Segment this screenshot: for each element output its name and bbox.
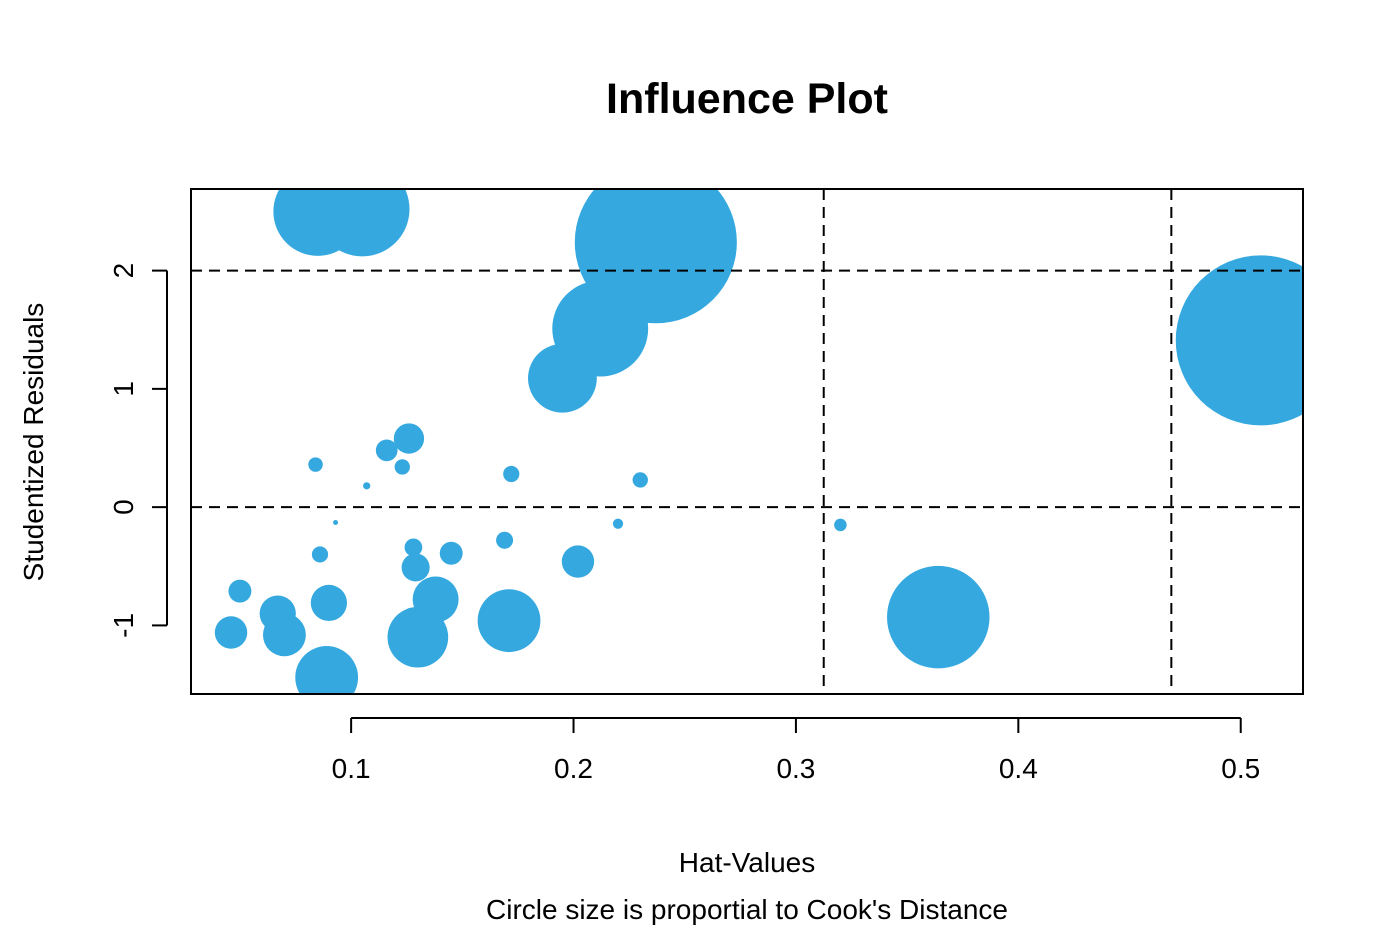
data-point-32 <box>887 565 990 669</box>
data-point-21 <box>561 545 595 578</box>
data-point-10 <box>394 459 410 475</box>
y-tick-label: 0 <box>108 499 139 515</box>
data-point-11 <box>363 482 371 490</box>
data-point-29 <box>387 606 449 668</box>
data-point-16 <box>834 518 847 532</box>
data-point-9 <box>393 423 425 454</box>
x-axis-label: Hat-Values <box>679 847 815 878</box>
data-point-19 <box>439 541 463 565</box>
data-point-28 <box>262 613 306 657</box>
plot-frame <box>190 188 1304 695</box>
x-tick-label: 0.2 <box>554 753 593 784</box>
data-point-30 <box>477 589 541 653</box>
data-point-31 <box>295 646 359 694</box>
data-point-8 <box>375 439 398 462</box>
data-point-12 <box>503 465 520 483</box>
y-tick-label: -1 <box>108 613 139 638</box>
y-axis: -1 0 1 2 <box>108 263 168 638</box>
x-tick-label: 0.1 <box>332 753 371 784</box>
x-tick-label: 0.4 <box>999 753 1038 784</box>
data-point-27 <box>214 616 248 649</box>
data-point-20 <box>496 531 514 549</box>
x-axis: 0.1 0.2 0.3 0.4 0.5 <box>332 717 1260 784</box>
x-tick-label: 0.5 <box>1221 753 1260 784</box>
data-point-5 <box>528 343 597 413</box>
chart-caption: Circle size is proportial to Cook's Dist… <box>486 894 1008 925</box>
y-axis-label: Studentized Residuals <box>18 303 49 582</box>
chart-title: Influence Plot <box>606 75 888 123</box>
points-layer <box>214 189 1303 694</box>
data-point-25 <box>310 584 348 622</box>
reference-lines <box>191 189 1303 694</box>
data-point-15 <box>612 518 624 529</box>
data-point-14 <box>333 520 339 526</box>
data-point-22 <box>401 553 430 582</box>
data-point-7 <box>308 457 323 472</box>
data-point-18 <box>404 538 423 557</box>
data-point-13 <box>632 472 648 488</box>
data-point-17 <box>311 546 329 563</box>
data-point-2 <box>315 189 410 257</box>
data-point-6 <box>1175 255 1303 426</box>
y-tick-label: 2 <box>108 263 139 279</box>
data-point-23 <box>228 579 252 603</box>
x-tick-label: 0.3 <box>776 753 815 784</box>
y-tick-label: 1 <box>108 381 139 397</box>
